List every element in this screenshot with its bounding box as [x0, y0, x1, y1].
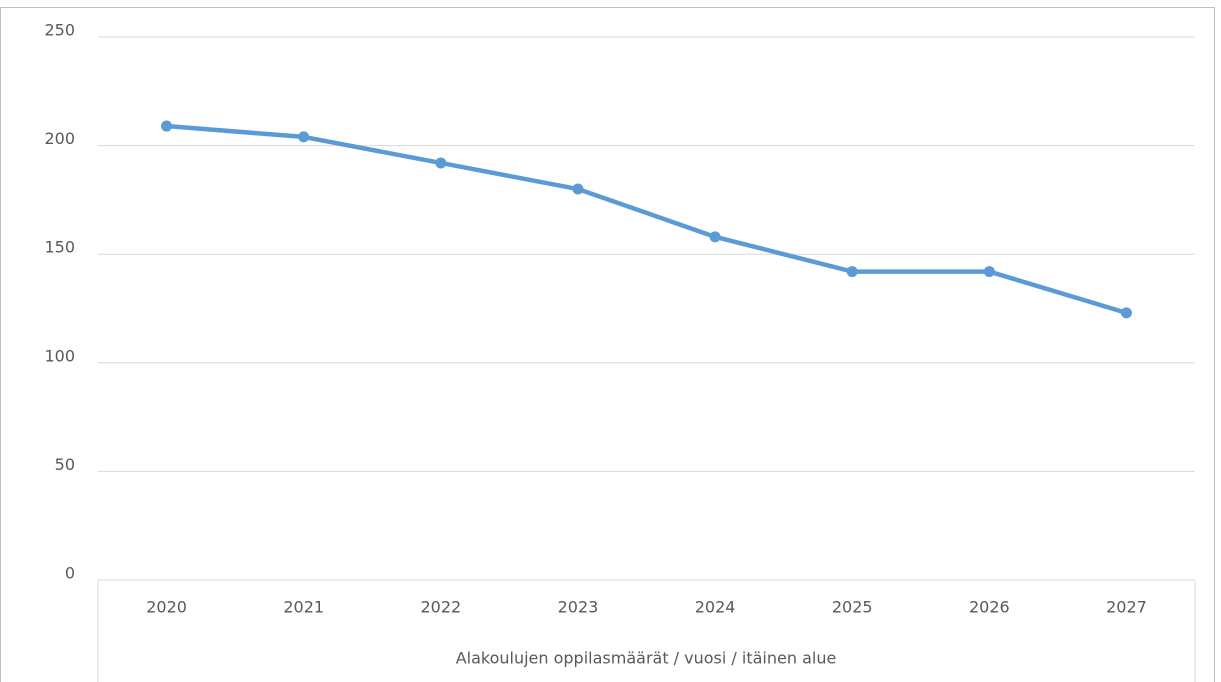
- x-tick-label: 2023: [558, 598, 599, 617]
- y-tick-label: 0: [65, 564, 75, 583]
- point: [572, 183, 584, 195]
- x-tick-label: 2026: [969, 598, 1010, 617]
- y-tick-label: 250: [44, 21, 75, 40]
- point: [435, 157, 447, 169]
- x-tick-label: 2025: [832, 598, 873, 617]
- y-tick-label: 200: [44, 129, 75, 148]
- point: [983, 266, 995, 278]
- point: [298, 131, 310, 143]
- point: [161, 120, 173, 132]
- x-tick-label: 2022: [420, 598, 461, 617]
- x-tick-label: 2027: [1106, 598, 1147, 617]
- point: [846, 266, 858, 278]
- x-axis-label: Alakoulujen oppilasmäärät / vuosi / itäi…: [456, 649, 837, 668]
- x-tick-label: 2024: [695, 598, 736, 617]
- series-line: [164, 123, 1129, 316]
- point: [709, 231, 721, 243]
- y-tick-label: 100: [44, 346, 75, 365]
- y-tick-label: 150: [44, 238, 75, 257]
- y-tick-label: 50: [55, 455, 75, 474]
- chart-frame: [0, 7, 1215, 682]
- x-tick-label: 2020: [146, 598, 187, 617]
- point: [1120, 307, 1132, 319]
- x-tick-label: 2021: [283, 598, 324, 617]
